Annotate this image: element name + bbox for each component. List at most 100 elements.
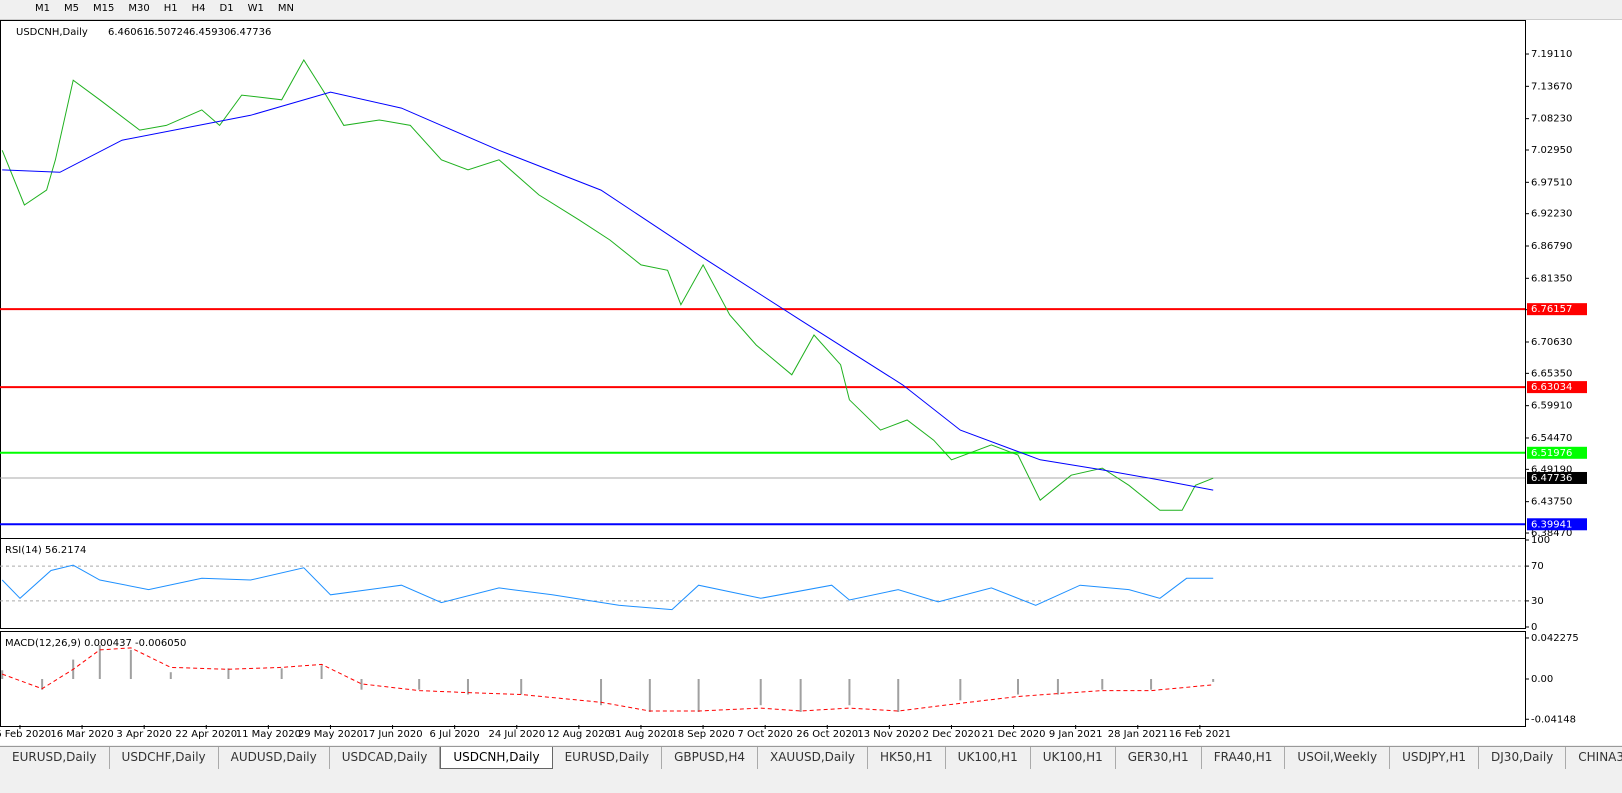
timeframe-button[interactable]: H1 [163,3,178,14]
histogram-bar [520,679,523,695]
panel-title: MACD(12,26,9) 0.000437 -0.006050 [5,638,186,649]
series-line [1,564,1214,611]
chart-tab[interactable]: UK100,H1 [946,747,1031,769]
chart-tab[interactable]: USOil,Weekly [1285,747,1391,769]
timeframe-button[interactable]: M5 [64,3,79,14]
x-tick-label: 16 Feb 2021 [1169,729,1231,740]
chart-tab[interactable]: FRA40,H1 [1202,747,1286,769]
y-tick-label: 70 [1531,561,1544,572]
chart-tab[interactable]: UK100,H1 [1031,747,1116,769]
x-tick-label: 7 Oct 2020 [737,729,792,740]
chart-tab[interactable]: GBPUSD,H4 [662,747,758,769]
chart-tab[interactable]: USDCHF,Daily [110,747,219,769]
x-tick-label: 26 Feb 2020 [0,729,51,740]
timeframe-button[interactable]: M15 [93,3,115,14]
quote: 6.46061 [108,27,149,38]
histogram-bar [169,672,172,679]
chart-tab[interactable]: USDCNH,Daily [440,747,553,769]
series-line [2,91,1214,491]
histogram-bar [648,679,651,712]
timeframe-button[interactable]: MN [277,3,294,14]
y-tick-label: 6.97510 [1531,177,1572,188]
histogram-bar [759,679,762,706]
y-tick-label: 0 [1531,622,1537,633]
chart-tab[interactable]: DJ30,Daily [1479,747,1567,769]
panel-title: RSI(14) 56.2174 [5,545,86,556]
background [0,20,1622,745]
x-tick-label: 12 Aug 2020 [547,729,611,740]
y-tick-label: 6.70630 [1531,337,1572,348]
level-label: 6.51976 [1531,448,1572,459]
chart-tab[interactable]: EURUSD,Daily [0,747,110,769]
y-tick-label: 6.38470 [1531,528,1572,539]
timeframe-button[interactable]: M1 [35,3,50,14]
y-tick-label: 6.86790 [1531,241,1572,252]
y-tick-label: 6.54470 [1531,433,1572,444]
y-tick-label: 7.13670 [1531,81,1572,92]
toolbar: M1 M5 M15 M30 H1 H4 D1 W1 MN [0,0,1622,20]
x-tick-label: 13 Nov 2020 [857,729,921,740]
timeframe-button[interactable]: D1 [219,3,234,14]
timeframe-button[interactable]: W1 [247,3,264,14]
y-tick-label: 30 [1531,596,1544,607]
histogram-bar [959,679,962,701]
quote: 6.50724 [148,27,189,38]
y-tick-label: 0.00 [1531,674,1553,685]
histogram-bar [41,679,44,690]
x-tick-label: 16 Mar 2020 [50,729,113,740]
chart-tab[interactable]: AUDUSD,Daily [219,747,330,769]
x-tick-label: 26 Oct 2020 [796,729,858,740]
histogram-bar [280,668,283,679]
histogram-bar [98,645,101,679]
histogram-bar [360,679,363,690]
x-tick-label: 6 Jul 2020 [430,729,480,740]
y-tick-label: 7.19110 [1531,49,1572,60]
charts: USDCNH,Daily 7.19110 7.13670 7.08230 7.02950… [0,20,1622,745]
chart-tab[interactable]: USDJPY,H1 [1390,747,1480,769]
level-label: 6.39941 [1531,519,1572,530]
histogram-bar [1150,679,1153,690]
level-box [1527,381,1587,394]
y-tick-label: 7.02950 [1531,145,1572,156]
series-line [2,647,1214,712]
y-tick-label: 6.43750 [1531,497,1572,508]
x-tick-label: 21 Dec 2020 [982,729,1046,740]
timeframe-button[interactable]: H4 [191,3,206,14]
x-tick-label: 3 Apr 2020 [116,729,171,740]
histogram-bar [320,665,323,679]
chart-tab[interactable]: CHINA300,H1 [1566,747,1622,769]
level-label: 6.47736 [1531,473,1572,484]
histogram-bar [1101,679,1104,690]
chart-tab[interactable]: USDCAD,Daily [330,747,441,769]
x-tick-label: 18 Sep 2020 [671,729,734,740]
y-tick-label: 100 [1531,535,1550,546]
x-tick-label: 31 Aug 2020 [609,729,673,740]
x-tick-label: 22 Apr 2020 [175,729,237,740]
panel-border [0,538,1526,629]
x-tick-label: 28 Jan 2021 [1108,729,1168,740]
level-box [1527,518,1587,531]
chart-tab[interactable]: XAUUSD,Daily [758,747,869,769]
y-tick-label: 6.81350 [1531,273,1572,284]
histogram-bar [697,679,700,712]
x-tick-label: 29 May 2020 [298,729,363,740]
level-label: 6.63034 [1531,382,1572,393]
y-tick-label: 7.08230 [1531,114,1572,125]
series-line [1,59,1214,511]
tabs: EURUSD,Daily USDCHF,Daily AUDUSD,Daily USDC… [0,746,1622,769]
x-tick-label: 17 Jun 2020 [362,729,422,740]
y-tick-label: 6.59910 [1531,401,1572,412]
level-label: 6.76157 [1531,304,1572,315]
x-tick-label: 9 Jan 2021 [1049,729,1103,740]
panel-title: USDCNH,Daily [16,27,88,38]
y-tick-label: 6.65350 [1531,368,1572,379]
quote: 6.45930 [189,27,230,38]
timeframe-button[interactable]: M30 [128,3,150,14]
histogram-bar [227,668,230,679]
chart-tab[interactable]: EURUSD,Daily [553,747,663,769]
chart-tab[interactable]: HK50,H1 [868,747,946,769]
chart-tab[interactable]: GER30,H1 [1116,747,1202,769]
histogram-bar [466,679,469,695]
level-box [1527,303,1587,316]
